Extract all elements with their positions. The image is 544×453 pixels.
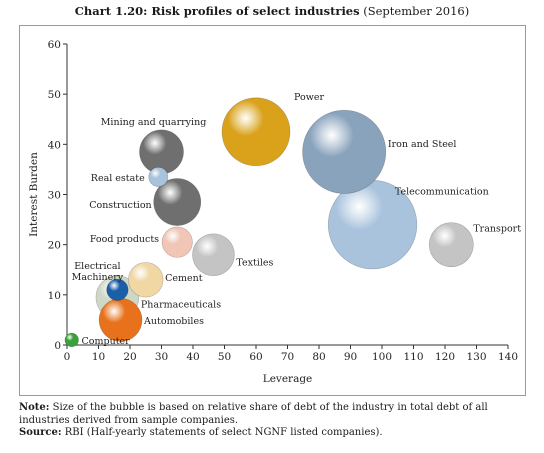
y-tick-label: 10 xyxy=(48,290,61,302)
x-tick-label: 120 xyxy=(435,351,455,363)
x-tick-label: 50 xyxy=(218,351,231,363)
source-text: RBI (Half-yearly statements of select NG… xyxy=(61,427,383,438)
x-tick-label: 30 xyxy=(155,351,168,363)
bubble-label-mining-and-quarrying: Mining and quarrying xyxy=(101,117,207,128)
bubble-textiles xyxy=(192,233,235,276)
bubble-label-construction: Construction xyxy=(89,200,151,211)
x-tick-label: 20 xyxy=(123,351,136,363)
bubble-construction xyxy=(153,178,202,226)
x-tick-label: 70 xyxy=(281,351,294,363)
bubble-automobiles xyxy=(98,298,143,342)
y-tick-label: 20 xyxy=(48,240,61,252)
chart-title-date: (September 2016) xyxy=(359,4,470,18)
notes: Note: Size of the bubble is based on rel… xyxy=(19,402,534,440)
bubble-computer xyxy=(64,332,79,348)
bubble-cement xyxy=(128,262,164,298)
bubble-transport xyxy=(428,222,474,268)
bubble-label-automobiles: Automobiles xyxy=(143,316,204,327)
x-tick-label: 130 xyxy=(466,351,486,363)
y-tick-label: 60 xyxy=(48,39,61,51)
note-text: Size of the bubble is based on relative … xyxy=(19,402,488,426)
x-tick-label: 140 xyxy=(498,351,518,363)
x-tick-label: 40 xyxy=(186,351,199,363)
bubble-mining-and-quarrying xyxy=(139,129,184,175)
x-tick-label: 60 xyxy=(249,351,262,363)
bubble-chart: 0 10 20 30 40 50 60 70 80 90 100 110 120 130 140 0 10 20 3… xyxy=(28,39,522,385)
bubble-labels: Power Iron and Steel Telecommunication Tran… xyxy=(72,92,522,347)
x-tick-label: 80 xyxy=(312,351,325,363)
bubble-iron-and-steel xyxy=(302,109,387,194)
bubble-label-electrical-machinery: Electrical Machinery xyxy=(72,261,124,283)
bubble-label-pharmaceuticals: Pharmaceuticals xyxy=(141,299,221,310)
bubble-label-power: Power xyxy=(294,92,324,103)
bubble-label-computer: Computer xyxy=(82,336,131,347)
bubble-label-telecommunication: Telecommunication xyxy=(395,186,489,197)
source: Source: RBI (Half-yearly statements of s… xyxy=(19,427,534,440)
x-axis-label: Leverage xyxy=(263,373,313,385)
y-tick-label: 40 xyxy=(48,139,61,151)
x-tick-label: 110 xyxy=(403,351,423,363)
bubble-food-products xyxy=(161,226,193,258)
y-tick-label: 30 xyxy=(48,190,61,202)
bubble-label-food-products: Food products xyxy=(90,234,159,245)
bubble-power xyxy=(221,97,291,167)
source-label: Source: xyxy=(19,427,62,438)
y-tick-label: 50 xyxy=(48,89,61,101)
bubble-label-textiles: Textiles xyxy=(236,258,273,269)
note: Note: Size of the bubble is based on rel… xyxy=(19,402,534,427)
x-tick-label: 10 xyxy=(92,351,105,363)
y-axis-label: Interest Burden xyxy=(28,152,40,237)
chart-panel xyxy=(19,25,526,396)
chart-title: Chart 1.20: Risk profiles of select indu… xyxy=(0,4,544,18)
bubble-real-estate xyxy=(148,167,169,187)
x-tick-label: 100 xyxy=(372,351,392,363)
bubble-label-iron-and-steel: Iron and Steel xyxy=(388,139,457,150)
x-tick-label: 0 xyxy=(64,351,71,363)
bubble-electrical-machinery xyxy=(106,278,129,301)
bubble-label-transport: Transport xyxy=(473,224,521,235)
y-tick-label: 0 xyxy=(54,340,61,352)
chart-title-main: Chart 1.20: Risk profiles of select indu… xyxy=(74,4,360,18)
bubble-label-real-estate: Real estate xyxy=(91,173,145,184)
bubble-label-cement: Cement xyxy=(165,273,203,284)
note-label: Note: xyxy=(19,402,50,413)
x-tick-label: 90 xyxy=(344,351,357,363)
axes: 0 10 20 30 40 50 60 70 80 90 100 110 120 130 140 0 10 20 3… xyxy=(28,39,518,385)
bubbles xyxy=(64,97,474,348)
